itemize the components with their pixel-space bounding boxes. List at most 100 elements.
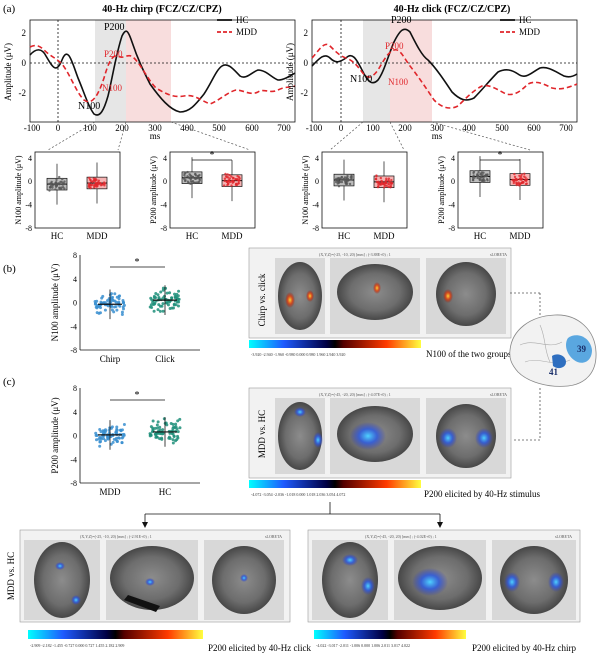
y-tick: 8 — [73, 384, 77, 393]
data-point — [109, 292, 113, 296]
significance-star: * — [210, 150, 215, 161]
data-point — [98, 304, 102, 308]
activation-blob — [361, 577, 375, 595]
data-point — [380, 183, 383, 186]
data-point — [176, 430, 180, 434]
data-point — [524, 182, 528, 186]
significance-star: * — [498, 150, 503, 161]
data-point — [236, 174, 239, 178]
data-point — [478, 178, 482, 182]
data-point — [156, 293, 160, 297]
data-point — [104, 428, 108, 432]
data-point — [237, 179, 240, 182]
activation-blob — [475, 428, 493, 448]
data-point — [385, 184, 388, 188]
data-point — [194, 181, 198, 184]
x-tick: HC — [186, 231, 199, 241]
data-point — [337, 185, 341, 188]
data-point — [63, 180, 66, 183]
data-point — [472, 174, 475, 177]
data-point — [109, 442, 113, 446]
software-logo: sLORETA — [265, 534, 282, 539]
data-point — [387, 185, 390, 189]
data-point — [232, 176, 235, 180]
data-point — [152, 302, 156, 306]
data-point — [228, 177, 232, 180]
data-point — [117, 297, 121, 301]
activation-blob — [294, 407, 306, 417]
data-point — [112, 437, 116, 441]
y-tick: 4 — [73, 408, 77, 417]
mdd-waveform — [311, 43, 578, 109]
data-point — [524, 176, 527, 179]
x-tick: 600 — [245, 123, 259, 133]
data-point — [115, 436, 119, 440]
data-point — [382, 186, 386, 189]
data-point — [223, 179, 226, 183]
y-tick: 4 — [28, 154, 32, 163]
data-point — [155, 435, 159, 439]
y-tick: -8 — [70, 479, 77, 488]
mdd-waveform — [29, 44, 296, 105]
colorbar-ticks: -4.022 -3.017 -2.011 -1.006 0.000 1.006 … — [316, 643, 410, 648]
data-point — [482, 176, 485, 179]
brain-panel-c: (X,Y,Z)=(-45, -20, 20) [mm] ; (-4.07E+0)… — [142, 387, 540, 528]
y-tick: 0 — [315, 177, 319, 186]
x-tick: 0 — [56, 123, 61, 133]
data-point — [523, 172, 526, 176]
data-point — [476, 173, 479, 176]
y-axis-label: N100 amplitude (μV) — [301, 155, 310, 225]
data-point — [55, 184, 58, 187]
x-tick: 300 — [430, 123, 444, 133]
data-point — [148, 305, 152, 309]
software-logo: sLORETA — [490, 252, 507, 257]
data-point — [183, 173, 186, 177]
area-41-label: 41 — [549, 367, 559, 377]
data-point — [224, 172, 227, 176]
data-point — [230, 175, 233, 178]
erp-click-plot: 40-Hz click (FCZ/CZ/CPZ) P200 P200 N100 … — [285, 4, 578, 151]
data-point — [95, 303, 99, 307]
data-point — [98, 444, 102, 448]
data-point — [197, 180, 201, 184]
data-point — [176, 304, 180, 308]
brain-caption: P200 elicited by 40-Hz click — [208, 643, 311, 653]
contrast-label: MDD vs. HC — [6, 552, 16, 600]
activation-blob — [240, 574, 248, 582]
data-point — [106, 436, 110, 440]
data-point — [48, 189, 51, 192]
data-point — [54, 188, 57, 191]
y-axis-label: Amplitude (μV) — [3, 43, 13, 101]
data-point — [115, 425, 119, 429]
brain-panel-b: (X,Y,Z)=(-25, -10, 20) [mm] ; (-3.88E+0)… — [248, 247, 541, 359]
p200-hc-label: P200 — [391, 15, 412, 26]
y-tick: -4 — [70, 455, 77, 464]
data-point — [175, 292, 179, 296]
x-tick: MDD — [221, 231, 243, 241]
x-tick: 100 — [83, 123, 97, 133]
y-tick: -4 — [70, 322, 77, 331]
legend-hc-label: HC — [519, 15, 532, 25]
slice-header: (X,Y,Z)=(-25, -10, 20) [mm] ; (-2.91E+0)… — [80, 534, 152, 540]
data-point — [95, 306, 99, 310]
data-point — [94, 183, 98, 186]
data-point — [111, 440, 115, 444]
hc-waveform — [29, 30, 296, 116]
data-point — [102, 181, 106, 184]
data-point — [121, 305, 125, 309]
data-point — [89, 186, 92, 190]
colorbar — [314, 630, 466, 639]
data-point — [89, 178, 92, 181]
axial-brain — [34, 542, 90, 618]
p200-hc-label: P200 — [104, 22, 125, 33]
data-point — [101, 294, 105, 298]
boxplot-frame — [169, 151, 256, 229]
data-point — [49, 184, 53, 187]
data-point — [161, 302, 165, 306]
data-point — [515, 179, 518, 182]
data-point — [512, 178, 516, 182]
data-point — [99, 430, 103, 434]
erp-chirp-plot: 40-Hz chirp (FCZ/CZ/CPZ) P200 P200 N100 … — [3, 4, 296, 151]
x-tick: MDD — [509, 231, 531, 241]
data-point — [177, 289, 181, 293]
